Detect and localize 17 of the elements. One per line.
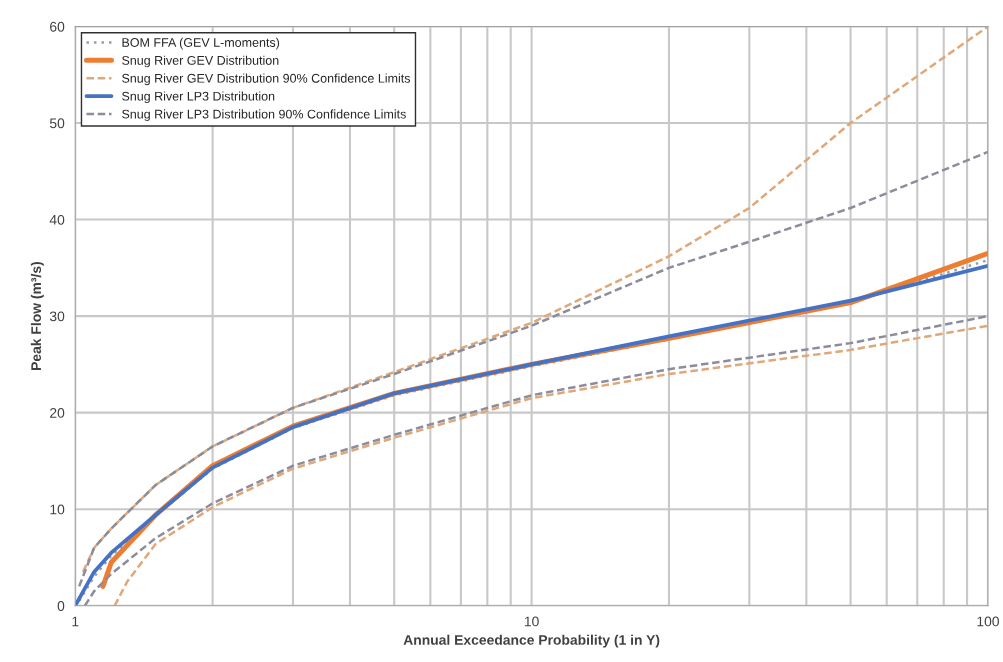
legend-label: Snug River LP3 Distribution 90% Confidence Limits bbox=[122, 109, 406, 121]
x-tick-label: 100 bbox=[977, 616, 999, 627]
legend-label: Snug River GEV Distribution bbox=[122, 55, 279, 68]
x-axis-title: Annual Exceedance Probability (1 in Y) bbox=[403, 634, 660, 648]
legend-label: Snug River GEV Distribution 90% Confidence Limits bbox=[122, 73, 411, 86]
y-tick-label: 60 bbox=[50, 21, 65, 32]
x-tick-label: 10 bbox=[524, 616, 539, 627]
y-tick-label: 50 bbox=[49, 118, 65, 129]
legend-label: BOM FFA (GEV L-moments) bbox=[122, 37, 280, 50]
y-tick-label: 40 bbox=[49, 214, 65, 225]
x-tick-label: 1 bbox=[72, 616, 79, 627]
y-tick-label: 20 bbox=[50, 407, 65, 418]
y-tick-label: 10 bbox=[50, 504, 65, 515]
legend-label: Snug River LP3 Distribution bbox=[122, 91, 275, 104]
y-tick-label: 30 bbox=[49, 311, 65, 322]
y-axis-title: Peak Flow (m³/s) bbox=[30, 262, 44, 370]
y-tick-label: 0 bbox=[57, 601, 65, 611]
